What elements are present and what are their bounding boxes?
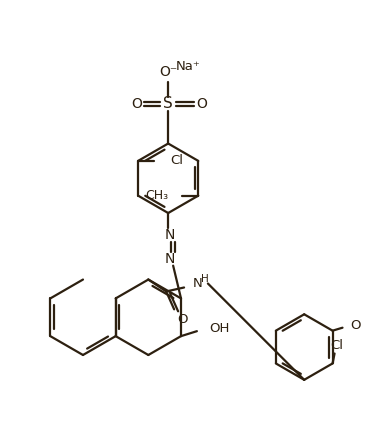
Text: OH: OH [209, 322, 229, 335]
Text: O: O [131, 97, 142, 111]
Text: Cl: Cl [330, 339, 343, 352]
Text: O⁻: O⁻ [159, 65, 177, 79]
Text: O: O [177, 313, 187, 326]
Text: Cl: Cl [170, 155, 183, 168]
Text: O: O [350, 319, 361, 332]
Text: H: H [201, 274, 209, 284]
Text: Na⁺: Na⁺ [176, 60, 201, 73]
Text: N: N [165, 252, 175, 266]
Text: N: N [165, 228, 175, 242]
Text: S: S [163, 96, 173, 111]
Text: O: O [196, 97, 207, 111]
Text: N: N [193, 277, 203, 290]
Text: CH₃: CH₃ [146, 189, 168, 202]
